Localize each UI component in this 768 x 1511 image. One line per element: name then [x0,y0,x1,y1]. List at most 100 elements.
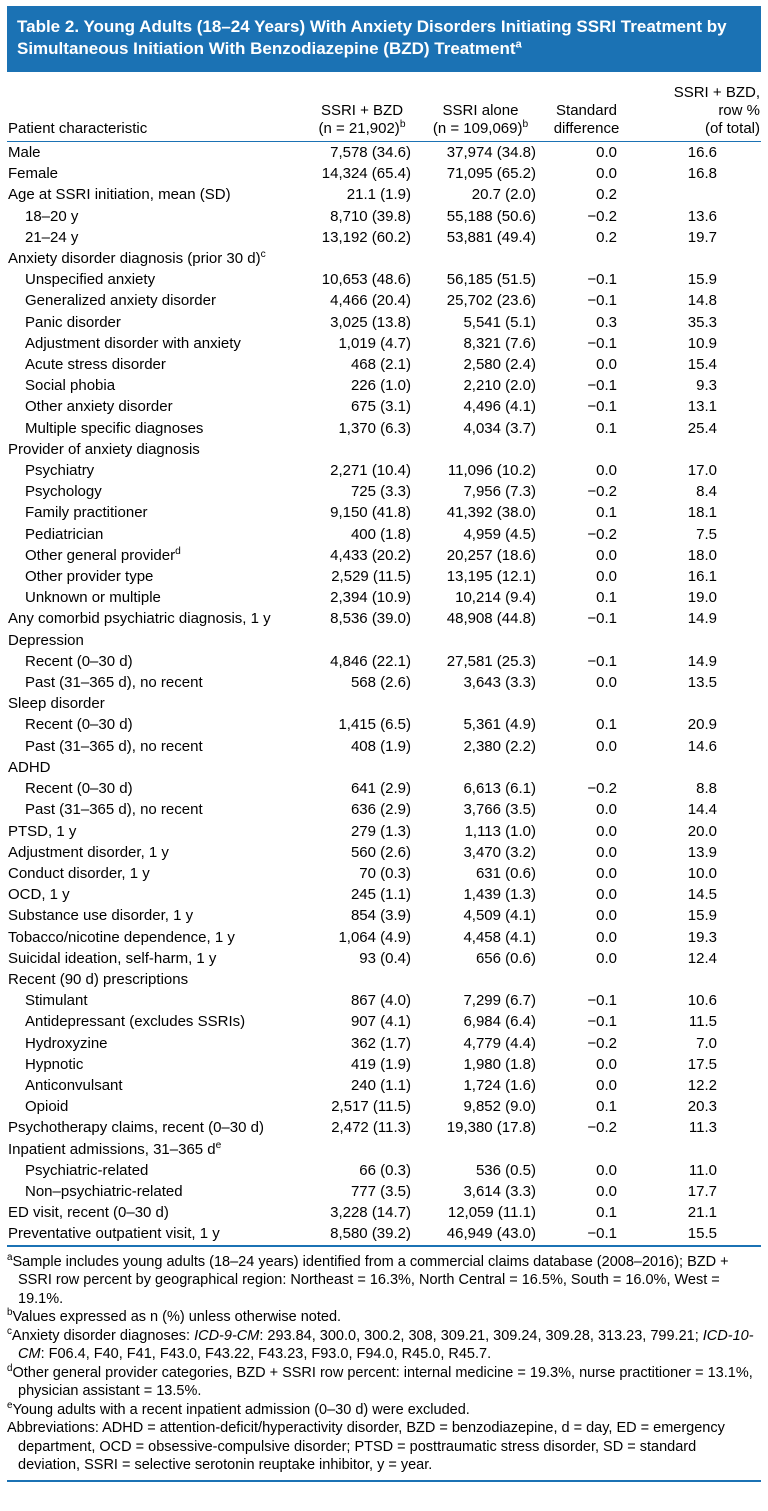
cell-row-percent: 16.1 [687,568,717,586]
cell-ssri-alone: 4,959 (4.5) [463,525,536,543]
cell-standard-difference: 0.0 [596,928,617,946]
cell-ssri-alone: 4,458 (4.1) [463,928,536,946]
table-row: Multiple specific diagnoses 1,370 (6.3) 4,… [7,418,761,439]
cell-ssri-bzd: 400 (1.8) [350,525,411,543]
cell-standard-difference: −0.1 [587,334,617,352]
cell-ssri-bzd: 9,150 (41.8) [330,504,411,522]
table-row: Psychology 725 (3.3) 7,956 (7.3) −0.2 8.4 [7,481,761,502]
cell-characteristic: Any comorbid psychiatric diagnosis, 1 y [8,610,271,628]
cell-row-percent: 14.5 [687,886,717,904]
cell-characteristic: 18–20 y [25,207,79,225]
cell-row-percent: 8.4 [696,483,717,501]
cell-ssri-alone: 12,059 (11.1) [447,1204,536,1222]
cell-ssri-bzd: 21.1 (1.9) [346,186,411,204]
cell-ssri-alone [417,248,544,269]
column-header-ssri-bzd: SSRI + BZD (n = 21,902)b [307,72,417,142]
cell-characteristic: Psychotherapy claims, recent (0–30 d) [8,1119,264,1137]
cell-ssri-bzd [307,630,417,651]
cell-characteristic: Psychiatric-related [25,1161,149,1179]
cell-characteristic: Conduct disorder, 1 y [8,864,150,882]
cell-ssri-bzd: 2,271 (10.4) [330,462,411,480]
cell-row-percent: 7.5 [696,525,717,543]
table-row: Anticonvulsant 240 (1.1) 1,724 (1.6) 0.0 12.… [7,1075,761,1096]
cell-ssri-alone: 5,541 (5.1) [463,313,536,331]
cell-ssri-alone: 56,185 (51.5) [446,271,536,289]
cell-characteristic: Substance use disorder, 1 y [8,907,194,925]
cell-standard-difference: 0.0 [596,843,617,861]
cell-ssri-alone: 19,380 (17.8) [446,1119,536,1137]
table-row: ED visit, recent (0–30 d) 3,228 (14.7) 12,… [7,1202,761,1223]
column-header-line: (n = 109,069)b [432,119,529,137]
cell-row-percent: 14.8 [687,292,717,310]
cell-standard-difference: 0.0 [596,864,617,882]
cell-characteristic: Hypnotic [25,1055,84,1073]
cell-characteristic: Anxiety disorder diagnosis (prior 30 d)c [8,249,266,268]
cell-standard-difference [544,248,629,269]
table-body: Male 7,578 (34.6) 37,974 (34.8) 0.0 16.6 Fema… [7,142,761,1246]
cell-row-percent [629,184,761,205]
table-row: 21–24 y 13,192 (60.2) 53,881 (49.4) 0.2 19.7 [7,227,761,248]
cell-characteristic: Male [8,144,41,161]
cell-ssri-alone: 6,984 (6.4) [463,1013,536,1031]
cell-standard-difference: 0.0 [596,822,617,840]
cell-standard-difference: 0.0 [596,1161,617,1179]
cell-ssri-alone [417,693,544,714]
table-row: Antidepressant (excludes SSRIs) 907 (4.1)… [7,1011,761,1032]
cell-row-percent: 13.5 [687,674,717,692]
table-row: Hydroxyzine 362 (1.7) 4,779 (4.4) −0.2 7.0 [7,1033,761,1054]
cell-characteristic: Adjustment disorder with anxiety [25,334,241,352]
cell-standard-difference [544,1139,629,1160]
column-header-line: SSRI alone [442,102,519,119]
table-row: Psychiatric-related 66 (0.3) 536 (0.5) 0.0 1… [7,1160,761,1181]
cell-row-percent: 25.4 [687,419,717,437]
cell-characteristic: Unspecified anxiety [25,271,156,289]
footnote: aSample includes young adults (18–24 yea… [7,1251,729,1307]
cell-ssri-bzd: 8,580 (39.2) [330,1225,411,1243]
cell-standard-difference [544,969,629,990]
cell-standard-difference: 0.1 [596,589,617,607]
patient-characteristics-table: Patient characteristic SSRI + BZD (n = 2… [7,72,761,1247]
cell-row-percent: 13.9 [687,843,717,861]
table-row: Pediatrician 400 (1.8) 4,959 (4.5) −0.2 7.5 [7,524,761,545]
header-row: Patient characteristic SSRI + BZD (n = 2… [7,72,761,142]
cell-standard-difference: 0.0 [596,737,617,755]
table-row: 18–20 y 8,710 (39.8) 55,188 (50.6) −0.2 13.6 [7,206,761,227]
column-header-ssri-alone: SSRI alone (n = 109,069)b [417,72,544,142]
cell-row-percent: 11.3 [688,1119,717,1137]
cell-row-percent [629,1139,761,1160]
table-row: Depression [7,630,761,651]
cell-characteristic: Preventative outpatient visit, 1 y [8,1225,220,1243]
table-row: Recent (0–30 d) 641 (2.9) 6,613 (6.1) −0.2 8… [7,778,761,799]
cell-ssri-alone [417,757,544,778]
cell-ssri-alone: 20,257 (18.6) [446,546,536,564]
column-header-line: Standard [556,102,617,119]
cell-ssri-bzd: 2,394 (10.9) [330,589,411,607]
cell-ssri-bzd [307,757,417,778]
cell-row-percent: 9.3 [696,377,717,395]
cell-ssri-alone: 11,096 (10.2) [447,462,536,480]
cell-ssri-bzd: 66 (0.3) [359,1161,411,1179]
cell-ssri-bzd: 8,536 (39.0) [330,610,411,628]
cell-characteristic: Past (31–365 d), no recent [25,737,203,755]
cell-ssri-alone: 46,949 (43.0) [446,1225,536,1243]
cell-standard-difference [544,693,629,714]
cell-standard-difference: −0.2 [587,525,617,543]
table-row: Hypnotic 419 (1.9) 1,980 (1.8) 0.0 17.5 [7,1054,761,1075]
table-row: Stimulant 867 (4.0) 7,299 (6.7) −0.1 10.6 [7,990,761,1011]
cell-standard-difference: 0.0 [596,886,617,904]
cell-row-percent: 11.5 [688,1013,717,1031]
footnote: bValues expressed as n (%) unless otherw… [7,1307,342,1326]
cell-characteristic: Other anxiety disorder [25,398,173,416]
table-row: Substance use disorder, 1 y 854 (3.9) 4,50… [7,905,761,926]
cell-characteristic: Hydroxyzine [25,1034,108,1052]
cell-ssri-alone [417,969,544,990]
cell-row-percent [629,969,761,990]
cell-ssri-alone: 1,113 (1.0) [464,822,536,840]
cell-ssri-bzd: 636 (2.9) [350,801,411,819]
cell-ssri-alone: 2,580 (2.4) [463,356,536,374]
cell-standard-difference: −0.2 [587,780,617,798]
footnote-marker: a [7,1251,13,1263]
cell-ssri-alone: 27,581 (25.3) [446,652,536,670]
cell-ssri-bzd: 641 (2.9) [350,780,411,798]
table-row: Past (31–365 d), no recent 408 (1.9) 2,380… [7,736,761,757]
